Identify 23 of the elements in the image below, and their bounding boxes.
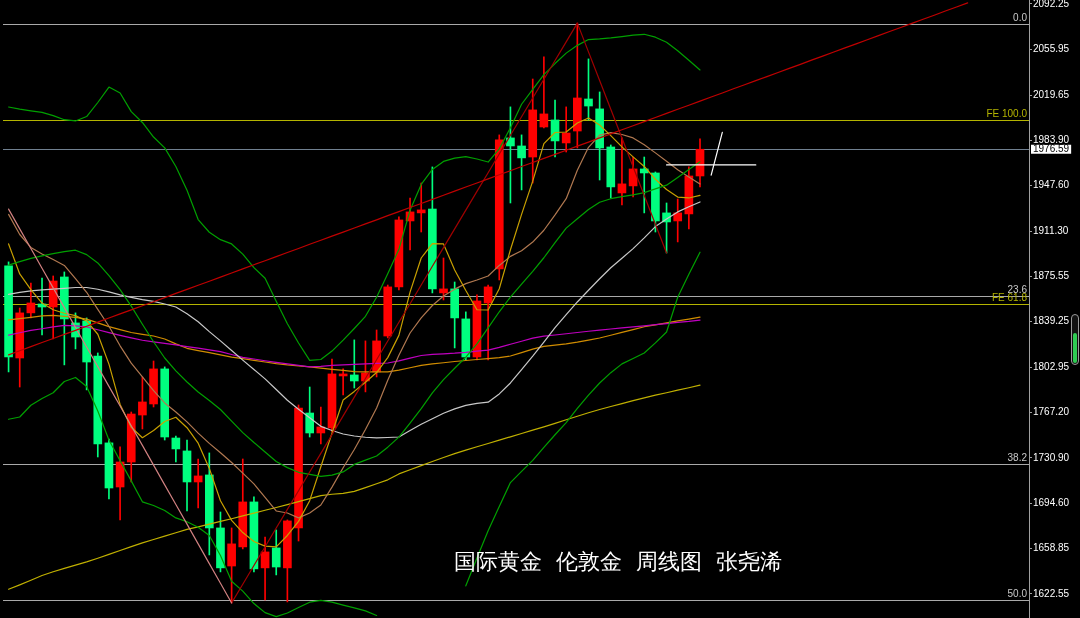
candlestick [349,339,359,389]
y-tick-label: 2019.65 [1033,88,1070,100]
y-tick-label: 1622.55 [1033,587,1070,599]
y-tick-label: 1802.95 [1033,361,1070,373]
y-tick-label: 1694.60 [1033,497,1070,509]
y-tick-label: 1911.30 [1033,225,1069,236]
y-tick-label: 1658.85 [1033,542,1070,554]
y-tick-label: 1875.55 [1033,269,1070,281]
annotation: 50.0 [1007,587,1028,599]
y-tick-label: 1947.60 [1033,179,1070,191]
y-tick-label: 1983.90 [1033,133,1070,145]
annotation: 0.0 [1013,11,1028,23]
annotation: 23.6 [1007,283,1028,295]
y-tick-label: 1767.20 [1033,406,1070,417]
annotation: 38.2 [1007,451,1028,463]
y-tick-label: 1976.59 [1033,142,1070,154]
y-tick-label: 2055.95 [1033,43,1070,55]
y-tick-label: 1839.25 [1033,315,1070,327]
ref-line-label: FE 100.0 [986,108,1028,120]
y-tick-label: 1730.90 [1033,451,1070,463]
annotation: 国际黄金 伦敦金 周线图 张尧浠 [454,548,783,574]
candlestick [673,198,683,243]
y-tick-label: 2092.25 [1033,0,1070,9]
